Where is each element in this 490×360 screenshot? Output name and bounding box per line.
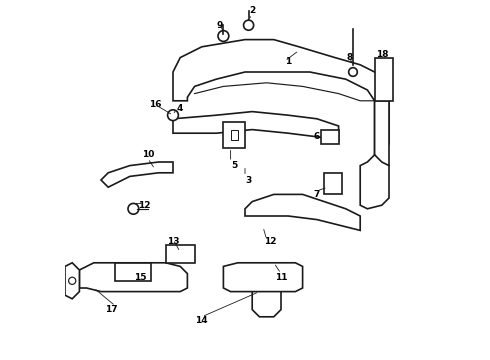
Circle shape [69, 277, 76, 284]
Bar [116, 263, 151, 281]
PathPatch shape [245, 194, 360, 230]
Bar [324, 173, 342, 194]
Text: 8: 8 [346, 53, 352, 62]
Text: 11: 11 [275, 273, 287, 282]
Text: 7: 7 [314, 190, 320, 199]
Text: 3: 3 [245, 176, 252, 185]
Bar [231, 130, 238, 140]
Text: 12: 12 [264, 237, 276, 246]
Circle shape [218, 31, 229, 41]
Text: 17: 17 [105, 305, 118, 314]
Circle shape [349, 68, 357, 76]
Bar [320, 130, 339, 144]
Text: 15: 15 [134, 273, 147, 282]
Text: 9: 9 [217, 21, 223, 30]
PathPatch shape [173, 40, 389, 155]
Text: 13: 13 [167, 237, 179, 246]
Text: 12: 12 [138, 201, 150, 210]
Circle shape [244, 20, 254, 30]
Bar [166, 245, 195, 263]
Bar [223, 122, 245, 148]
Text: 14: 14 [196, 316, 208, 325]
PathPatch shape [101, 162, 173, 187]
Text: 2: 2 [249, 6, 255, 15]
PathPatch shape [223, 263, 303, 292]
Text: 18: 18 [375, 50, 388, 59]
Text: 6: 6 [314, 132, 320, 141]
PathPatch shape [374, 101, 389, 166]
Text: 5: 5 [231, 161, 237, 170]
Text: 16: 16 [149, 100, 161, 109]
PathPatch shape [79, 263, 187, 292]
Circle shape [168, 110, 178, 121]
PathPatch shape [360, 155, 389, 209]
Text: 1: 1 [285, 57, 292, 66]
PathPatch shape [173, 112, 339, 140]
Text: 4: 4 [177, 104, 183, 113]
Circle shape [128, 203, 139, 214]
PathPatch shape [65, 263, 79, 299]
Bar [374, 58, 392, 101]
Text: 10: 10 [142, 150, 154, 159]
